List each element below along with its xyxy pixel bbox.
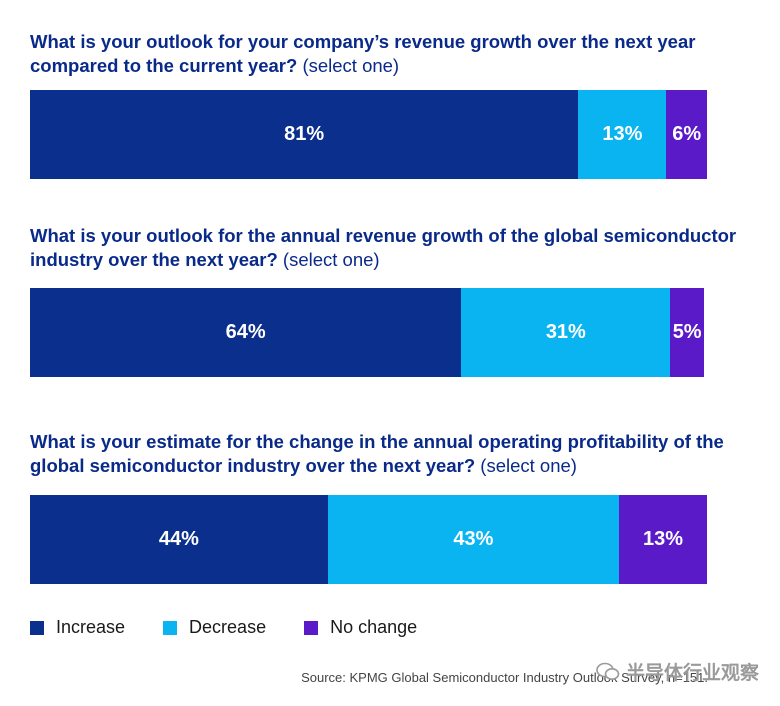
chart-1-segment-increase: 81% — [30, 90, 579, 179]
chart-2-segment-decrease: 31% — [461, 288, 671, 377]
chart-3-title: What is your estimate for the change in … — [30, 430, 750, 478]
chart-1-question: What is your outlook for your company’s … — [30, 31, 696, 76]
chart-2-label-no-change: 5% — [672, 321, 702, 343]
chart-3-segment-increase: 44% — [30, 495, 328, 584]
legend-item-increase: Increase — [30, 617, 125, 638]
chart-2-label-decrease: 31% — [545, 321, 586, 343]
chart-1-segment-decrease: 13% — [578, 90, 667, 179]
legend-label-no-change: No change — [330, 617, 418, 637]
chart-1-label-decrease: 13% — [602, 123, 643, 145]
legend-swatch-no-change — [304, 620, 319, 635]
chart-1-label-increase: 81% — [284, 123, 325, 145]
legend-swatch-increase — [30, 620, 44, 635]
chart-2-segment-no-change: 5% — [670, 288, 704, 377]
legend: Increase Decrease No change — [30, 617, 455, 638]
legend-label-decrease: Decrease — [189, 617, 267, 637]
watermark-text: 半导体行业观察 — [626, 663, 760, 684]
chart-3-label-increase: 44% — [158, 528, 199, 550]
chart-2-note: (select one) — [282, 249, 380, 270]
chart-1-note: (select one) — [302, 55, 400, 76]
chart-3-segment-no-change: 13% — [618, 495, 707, 584]
chart-3-label-decrease: 43% — [453, 528, 494, 550]
chart-3-note: (select one) — [480, 455, 577, 476]
chart-2-bar: 64% 31% 5% — [30, 288, 704, 377]
chart-1-bar: 81% 13% 6% — [30, 90, 707, 179]
wechat-icon — [596, 662, 620, 680]
chart-2-title: What is your outlook for the annual reve… — [30, 224, 750, 272]
chart-2-label-increase: 64% — [225, 321, 266, 343]
chart-3-question: What is your estimate for the change in … — [30, 431, 724, 476]
chart-2-question: What is your outlook for the annual reve… — [30, 225, 737, 270]
legend-item-no-change: No change — [304, 617, 417, 638]
chart-3-bar: 44% 43% 13% — [30, 495, 707, 584]
chart-1-title: What is your outlook for your company’s … — [30, 30, 750, 78]
chart-3-label-no-change: 13% — [642, 528, 683, 550]
legend-swatch-decrease — [163, 620, 178, 635]
chart-1-segment-no-change: 6% — [666, 90, 707, 179]
watermark: 半导体行业观察 — [596, 658, 759, 685]
chart-2-segment-increase: 64% — [30, 288, 462, 377]
legend-label-increase: Increase — [56, 617, 126, 637]
chart-1-label-no-change: 6% — [672, 123, 702, 145]
legend-item-decrease: Decrease — [163, 617, 266, 638]
chart-3-segment-decrease: 43% — [327, 495, 619, 584]
